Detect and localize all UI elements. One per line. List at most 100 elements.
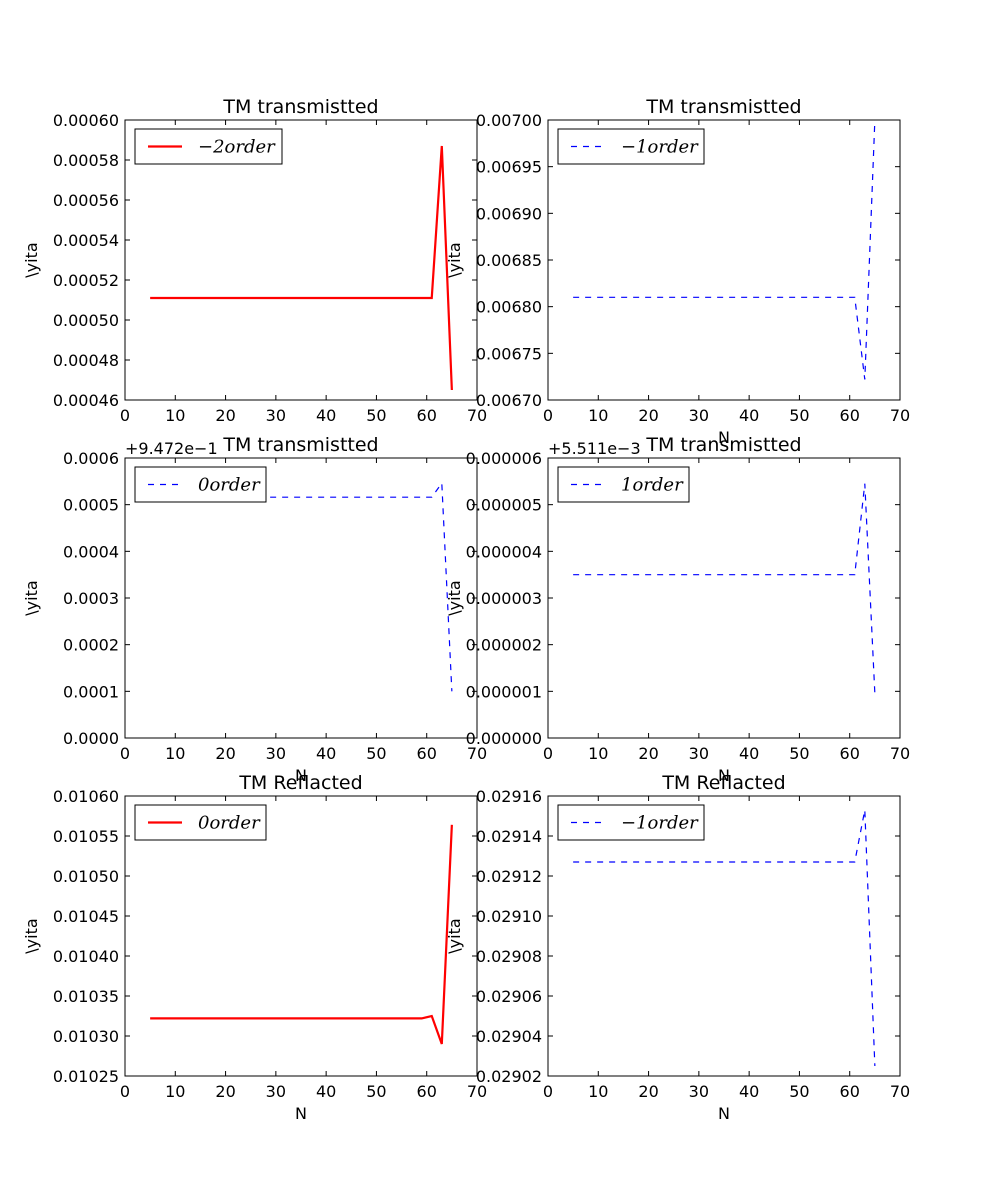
y-tick-label: 0.01040 [53, 947, 119, 966]
y-axis-label: \yita [445, 580, 464, 615]
y-tick-label: 0.0006 [63, 449, 119, 468]
x-tick-label: 70 [890, 406, 910, 425]
x-tick-label: 10 [165, 406, 185, 425]
series-line-1 [573, 119, 876, 380]
y-tick-label: 0.01050 [53, 867, 119, 886]
x-tick-label: 30 [689, 1082, 709, 1101]
legend-label: −1order [621, 813, 699, 834]
y-tick-label: 0.00670 [476, 391, 542, 410]
chart-title: TM transmistted [645, 96, 801, 118]
subplot-1: 0 10 20 30 40 50 60 70 0.00046 0.00048 0.00050 0.00… [22, 96, 487, 425]
y-tick-label: 0.0003 [63, 589, 119, 608]
subplot-5: 0 10 20 30 40 50 60 70 0.01025 0.01030 0.01035 0.01… [22, 772, 487, 1123]
y-tick-label: 0.00048 [53, 351, 119, 370]
series-line-1 [573, 809, 876, 1067]
y-tick-label: 0.00695 [476, 158, 542, 177]
y-tick-label: 0.01035 [53, 987, 119, 1006]
x-tick-label: 20 [638, 406, 658, 425]
y-offset-label: +9.472e−1 [125, 439, 218, 458]
legend-label: −1order [621, 137, 699, 158]
y-tick-label: 0.02908 [476, 947, 542, 966]
axes-frame [124, 119, 478, 401]
y-tick-label: 0.00046 [53, 391, 119, 410]
y-tick-label: 0.00690 [476, 204, 542, 223]
x-tick-label: 60 [840, 1082, 860, 1101]
y-tick-label: 0.00058 [53, 151, 119, 170]
y-tick-label: 0.02912 [476, 867, 542, 886]
y-tick-label: 0.000003 [466, 589, 542, 608]
x-tick-label: 60 [417, 744, 437, 763]
y-tick-label: 0.00056 [53, 191, 119, 210]
legend: 1order [557, 466, 690, 503]
y-tick-label: 0.000005 [466, 496, 542, 515]
y-tick-label: 0.02914 [476, 827, 542, 846]
x-tick-label: 60 [840, 744, 860, 763]
x-axis-label: N [718, 428, 730, 447]
series-line-1 [150, 481, 453, 692]
y-tick-label: 0.01060 [53, 787, 119, 806]
y-tick-label: 0.00060 [53, 111, 119, 130]
legend: −2order [134, 128, 283, 165]
y-tick-label: 0.02904 [476, 1027, 542, 1046]
x-tick-label: 10 [588, 744, 608, 763]
series-line-1 [150, 145, 453, 391]
legend: 0order [134, 466, 267, 503]
y-tick-label: 0.00052 [53, 271, 119, 290]
x-tick-label: 30 [689, 744, 709, 763]
y-tick-label: 0.000000 [466, 729, 542, 748]
y-tick-label: 0.00680 [476, 298, 542, 317]
y-axis-label: \yita [445, 242, 464, 277]
y-offset-label: +5.511e−3 [548, 439, 641, 458]
subplot-6: 0 10 20 30 40 50 60 700.029020.029040.029060.02… [445, 772, 910, 1123]
chart-title: TM Reflacted [238, 772, 362, 794]
x-tick-label: 70 [467, 1082, 487, 1101]
legend: −1order [557, 128, 705, 165]
x-tick-label: 20 [215, 406, 235, 425]
x-axis-label: N [295, 766, 307, 785]
x-tick-label: 40 [316, 1082, 336, 1101]
y-tick-label: 0.01025 [53, 1067, 119, 1086]
y-tick-label: 0.0000 [63, 729, 119, 748]
y-tick-label: 0.0002 [63, 636, 119, 655]
y-tick-label: 0.00054 [53, 231, 119, 250]
legend-label: 1order [621, 475, 684, 496]
x-tick-label: 70 [467, 744, 487, 763]
x-tick-label: 40 [739, 406, 759, 425]
legend-box [557, 466, 690, 503]
y-tick-label: 0.00675 [476, 344, 542, 363]
x-tick-label: 30 [266, 406, 286, 425]
chart-title: TM transmistted [645, 434, 801, 456]
y-tick-label: 0.0004 [63, 542, 119, 561]
legend-label: 0order [198, 813, 261, 834]
y-tick-label: 0.02916 [476, 787, 542, 806]
legend: −1order [557, 804, 705, 841]
x-tick-label: 0 [120, 744, 130, 763]
x-axis-label: N [718, 1104, 730, 1123]
y-tick-label: 0.01030 [53, 1027, 119, 1046]
x-tick-label: 70 [467, 406, 487, 425]
y-tick-label: 0.02910 [476, 907, 542, 926]
x-tick-label: 20 [638, 1082, 658, 1101]
y-tick-label: 0.000001 [466, 682, 542, 701]
series-line-1 [150, 824, 453, 1045]
y-axis-label: \yita [22, 580, 41, 615]
y-tick-label: 0.000006 [466, 449, 542, 468]
x-tick-label: 40 [739, 744, 759, 763]
y-tick-label: 0.000004 [466, 542, 542, 561]
x-tick-label: 40 [739, 1082, 759, 1101]
legend-box [557, 128, 705, 165]
x-tick-label: 60 [417, 1082, 437, 1101]
x-tick-label: 70 [890, 744, 910, 763]
series-line-1 [573, 483, 876, 694]
axes-frame [547, 795, 901, 1077]
subplot-3: 0 10 20 30 40 50 60 70 0.0000 0.0001 0.0002 0.0003 0… [22, 434, 487, 785]
y-axis-label: \yita [22, 918, 41, 953]
x-tick-label: 50 [366, 744, 386, 763]
x-tick-label: 50 [366, 1082, 386, 1101]
x-tick-label: 20 [638, 744, 658, 763]
x-tick-label: 0 [543, 406, 553, 425]
x-tick-label: 50 [789, 406, 809, 425]
legend: 0order [134, 804, 267, 841]
chart-title: TM transmistted [222, 96, 378, 118]
